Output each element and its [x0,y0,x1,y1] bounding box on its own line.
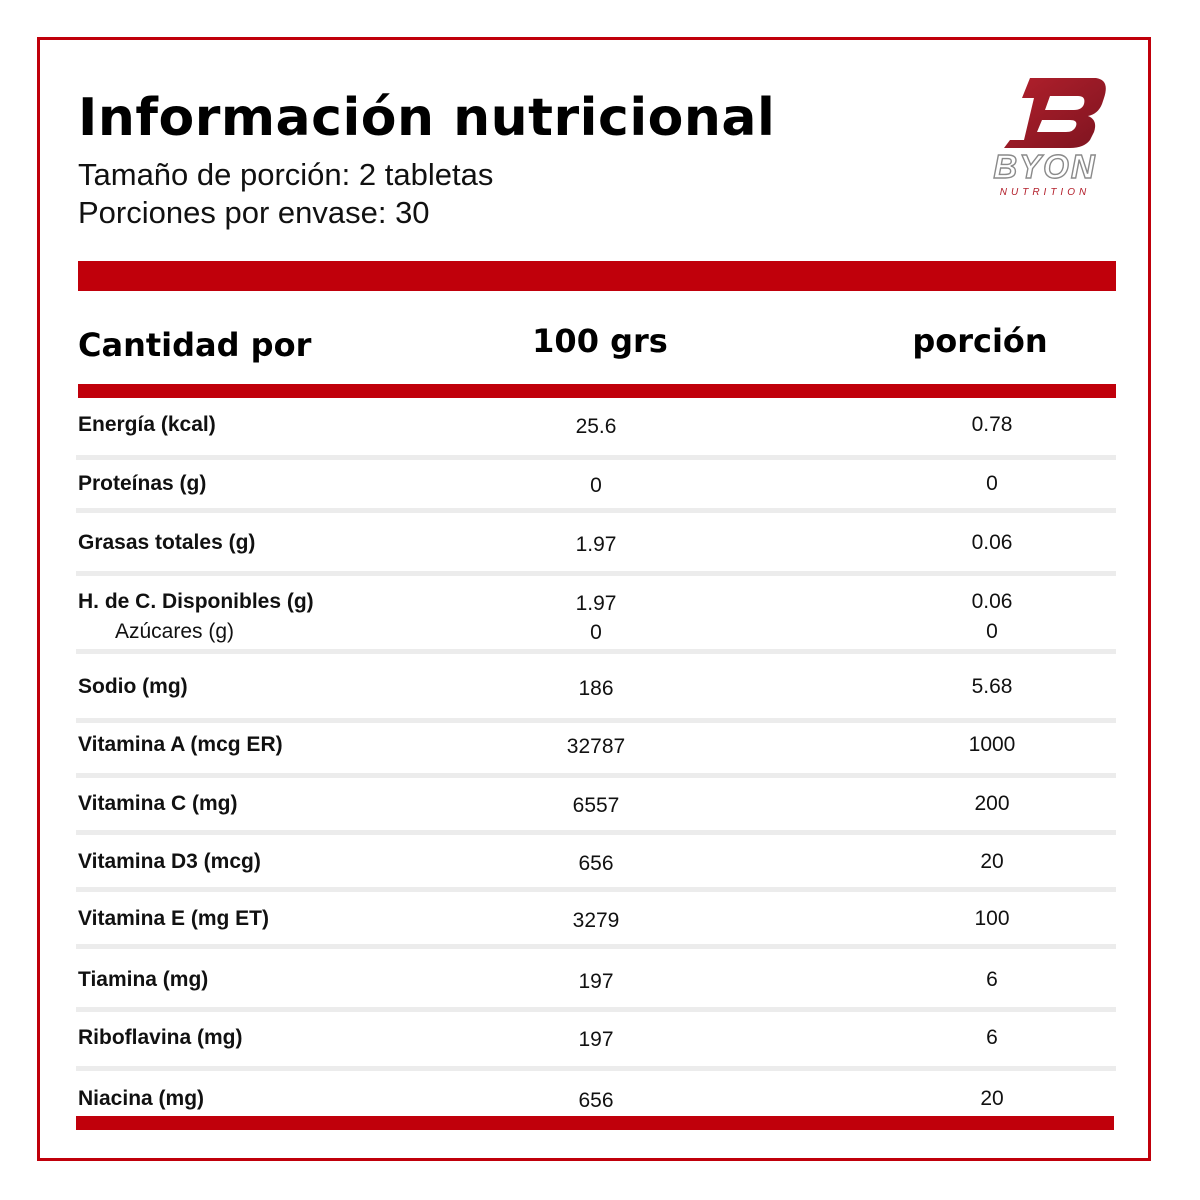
table-row: Grasas totales (g) 1.97 0.06 [76,513,1116,576]
value-portion: 6 [986,1026,998,1049]
value-per100: 32787 [566,735,626,758]
column-header-per100: 100 grs [532,322,668,360]
value-portion: 200 [974,792,1010,815]
table-row: Vitamina C (mg) 6557 200 [76,778,1116,835]
table-row: Vitamina D3 (mcg) 656 20 [76,835,1116,892]
nutrient-name: Vitamina E (mg ET) [78,907,269,930]
nutrient-name: Grasas totales (g) [78,531,256,554]
serving-size: Tamaño de porción: 2 tabletas [78,157,494,192]
page-title: Información nutricional [78,88,776,148]
table-row: Niacina (mg) 656 20 [76,1071,1116,1129]
nutrient-name: Riboflavina (mg) [78,1026,243,1049]
bottom-divider-bar [76,1116,1114,1130]
table-row: H. de C. Disponibles (g) 1.97 0.06 Azúca… [76,576,1116,654]
value-per100: 656 [578,852,614,875]
nutrient-name: Niacina (mg) [78,1087,205,1110]
value-per100: 1.97 [575,533,617,556]
table-row: Sodio (mg) 186 5.68 [76,654,1116,723]
value-portion: 100 [974,907,1010,930]
nutrient-name: Vitamina A (mcg ER) [78,733,283,756]
table-row: Energía (kcal) 25.6 0.78 [76,398,1116,460]
nutrient-name: H. de C. Disponibles (g) [78,590,314,613]
value-per100: 197 [578,1028,614,1051]
value-per100: 186 [578,677,614,700]
value-portion: 0 [986,472,998,495]
value-per100: 197 [578,970,614,993]
value-portion: 5.68 [971,675,1013,698]
column-header-label: Cantidad por [78,326,312,364]
sub-value-portion: 0 [986,620,998,643]
nutrient-name: Vitamina C (mg) [78,792,238,815]
table-row: Vitamina E (mg ET) 3279 100 [76,892,1116,949]
value-portion: 0.06 [971,590,1013,613]
nutrient-name: Sodio (mg) [78,675,188,698]
brand-logo: BYON NUTRITION [978,74,1113,199]
nutrition-table: Energía (kcal) 25.6 0.78 Proteínas (g) 0… [76,398,1116,1129]
label-frame [37,37,1151,1161]
value-per100: 6557 [572,794,620,817]
value-portion: 20 [980,1087,1004,1110]
brand-tagline: NUTRITION [1000,187,1090,198]
nutrient-name: Vitamina D3 (mcg) [78,850,261,873]
value-per100: 1.97 [575,592,617,615]
nutrient-name: Proteínas (g) [78,472,207,495]
header-divider-bar [78,384,1116,398]
servings-per-container: Porciones por envase: 30 [78,195,430,230]
value-portion: 0.78 [971,413,1013,436]
table-row: Tiamina (mg) 197 6 [76,949,1116,1012]
nutrient-name: Energía (kcal) [78,413,216,436]
value-portion: 20 [980,850,1004,873]
sub-value-per100: 0 [590,621,602,644]
nutrient-name: Tiamina (mg) [78,968,209,991]
value-per100: 0 [590,474,602,497]
top-divider-bar [78,261,1116,291]
table-row: Riboflavina (mg) 197 6 [76,1012,1116,1071]
stylized-b-logo-icon: BYON NUTRITION [993,78,1106,198]
value-portion: 0.06 [971,531,1013,554]
table-row: Vitamina A (mcg ER) 32787 1000 [76,723,1116,778]
value-portion: 1000 [968,733,1016,756]
table-row: Proteínas (g) 0 0 [76,460,1116,513]
value-per100: 3279 [572,909,620,932]
value-per100: 25.6 [575,415,617,438]
brand-name: BYON [993,148,1096,185]
value-portion: 6 [986,968,998,991]
sub-nutrient-name: Azúcares (g) [115,620,235,643]
column-header-portion: porción [912,322,1048,360]
value-per100: 656 [578,1089,614,1112]
